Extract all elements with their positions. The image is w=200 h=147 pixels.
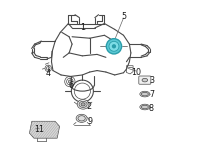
Ellipse shape <box>78 116 85 121</box>
Ellipse shape <box>140 91 150 97</box>
Polygon shape <box>29 121 60 138</box>
Ellipse shape <box>140 104 150 110</box>
Circle shape <box>109 41 119 51</box>
Circle shape <box>112 44 116 49</box>
Ellipse shape <box>76 114 87 122</box>
Ellipse shape <box>142 78 148 82</box>
Circle shape <box>106 39 122 54</box>
Text: 5: 5 <box>121 12 126 21</box>
Text: 7: 7 <box>149 90 154 99</box>
Ellipse shape <box>81 103 85 106</box>
Text: 1: 1 <box>81 23 86 32</box>
Text: 11: 11 <box>34 125 44 134</box>
Text: 2: 2 <box>86 102 92 111</box>
Ellipse shape <box>77 100 89 109</box>
Text: 6: 6 <box>69 81 74 90</box>
Text: 8: 8 <box>149 103 154 113</box>
Ellipse shape <box>79 101 87 107</box>
Circle shape <box>68 80 71 83</box>
Text: 3: 3 <box>149 76 154 85</box>
FancyBboxPatch shape <box>139 76 151 84</box>
Text: 10: 10 <box>131 67 141 77</box>
Ellipse shape <box>141 92 148 96</box>
Text: 4: 4 <box>45 69 50 78</box>
Ellipse shape <box>141 105 148 109</box>
Circle shape <box>48 68 49 69</box>
Text: 9: 9 <box>87 117 92 126</box>
